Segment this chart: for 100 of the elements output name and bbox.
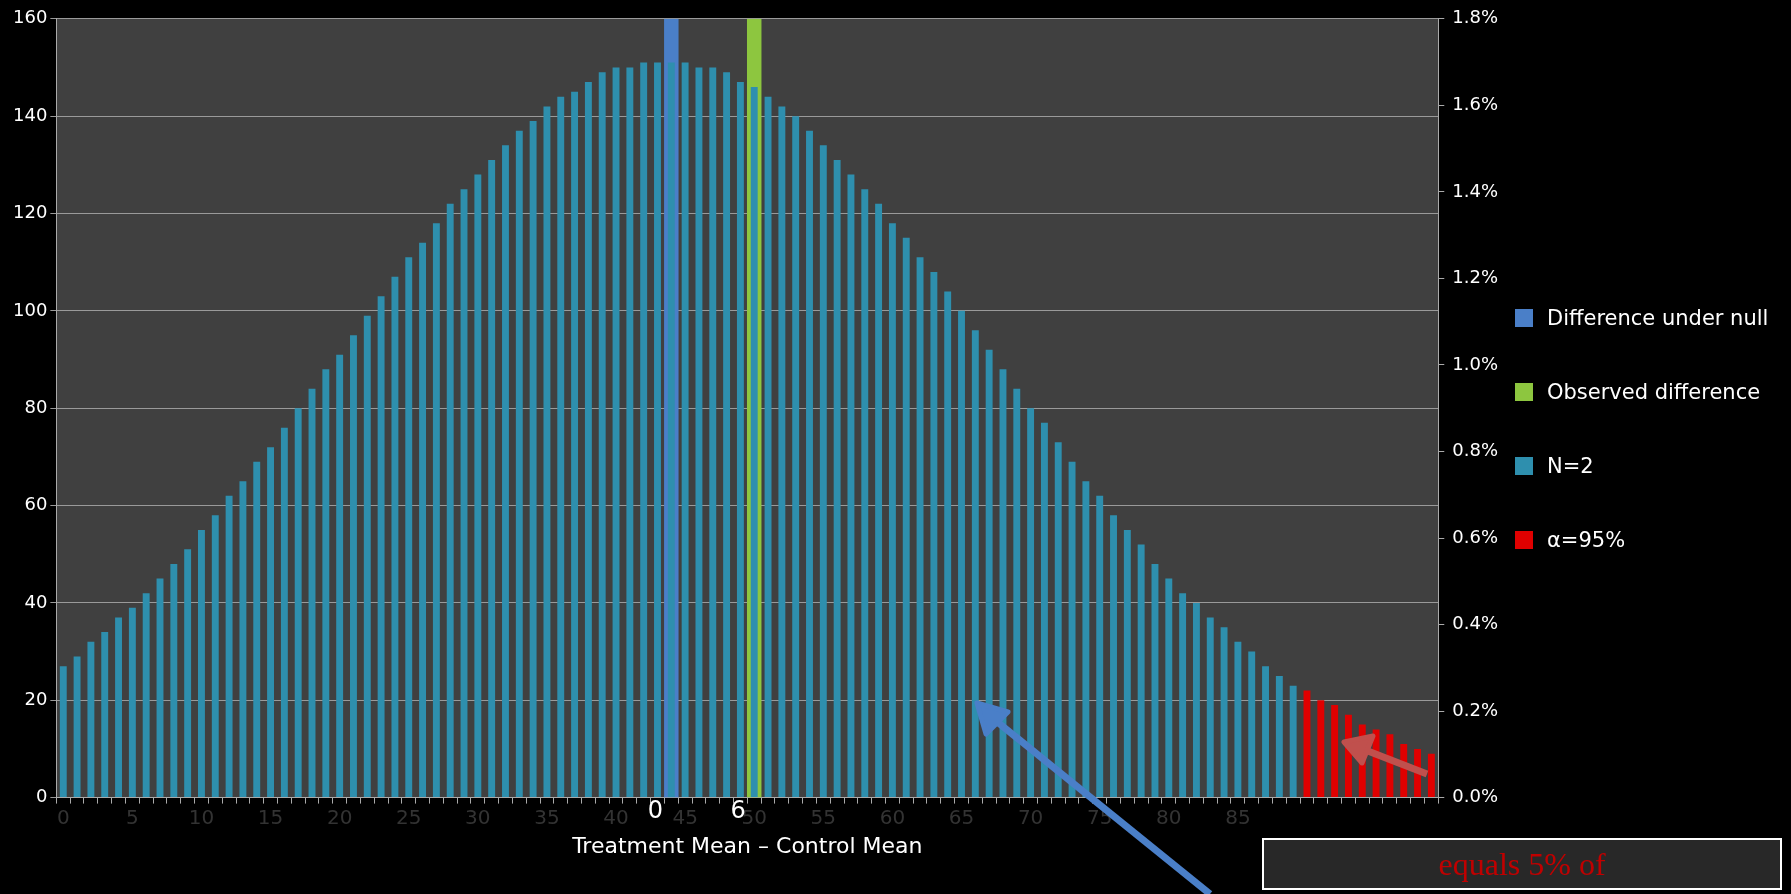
bar <box>502 145 509 798</box>
bar <box>709 67 717 798</box>
bar <box>1262 666 1269 798</box>
y-tick-label: 80 <box>24 395 48 417</box>
bar <box>1013 388 1021 798</box>
bar <box>446 203 454 798</box>
bar <box>280 427 288 798</box>
bar <box>198 529 205 798</box>
bar <box>1165 578 1173 798</box>
bar <box>888 223 896 798</box>
bar <box>529 121 537 798</box>
bar <box>225 495 233 798</box>
y2-tick-label: 1.4% <box>1452 179 1498 201</box>
bar <box>405 257 413 798</box>
bar <box>128 607 136 798</box>
y2-tick-label: 0.2% <box>1452 698 1498 720</box>
bar <box>322 369 330 798</box>
y-tick-label: 20 <box>24 687 48 709</box>
bar <box>971 330 979 798</box>
bar <box>73 656 81 798</box>
bar <box>1082 481 1090 798</box>
bar <box>571 91 579 798</box>
y2-tick-label: 1.6% <box>1452 93 1498 115</box>
y2-tick-label: 0.6% <box>1452 525 1498 547</box>
bar <box>488 159 496 798</box>
y2-tick-label: 1.0% <box>1452 352 1498 374</box>
y-tick-label: 40 <box>24 590 48 612</box>
bar <box>1220 627 1228 798</box>
y-tick-label: 140 <box>13 103 48 125</box>
bar <box>432 223 440 798</box>
bar <box>916 257 924 798</box>
bar <box>294 408 302 798</box>
bar <box>792 116 800 798</box>
bar <box>681 62 689 798</box>
bar <box>1123 529 1131 798</box>
legend-label: α=95% <box>1547 528 1626 552</box>
bar <box>958 310 965 798</box>
y2-tick-label: 1.8% <box>1452 6 1498 28</box>
bar <box>806 130 813 798</box>
bar <box>391 276 399 798</box>
bar <box>1179 593 1187 798</box>
bar <box>101 632 109 798</box>
bar <box>1137 544 1145 798</box>
y2-tick-label: 0.8% <box>1452 439 1498 461</box>
x-axis-title: Treatment Mean – Control Mean <box>571 832 923 858</box>
bar <box>1206 617 1214 798</box>
bar <box>253 461 261 798</box>
bar <box>930 271 938 798</box>
bar <box>1110 515 1117 798</box>
bar <box>184 549 192 798</box>
bar <box>1248 651 1256 798</box>
bar <box>59 666 67 798</box>
bar <box>902 237 910 798</box>
bar <box>115 617 122 798</box>
bar <box>654 62 661 798</box>
y-tick-label: 160 <box>13 6 48 28</box>
text: equals 5% of <box>1262 838 1782 890</box>
legend-label: Observed difference <box>1547 380 1761 404</box>
bar <box>1054 442 1062 798</box>
bar <box>1068 461 1076 798</box>
bar <box>1096 495 1104 798</box>
bar <box>267 447 275 798</box>
bar <box>833 159 841 798</box>
bar <box>1192 602 1200 798</box>
y-tick-label: 0 <box>35 785 48 807</box>
bar <box>736 82 744 798</box>
bar <box>695 67 703 798</box>
bar <box>515 130 523 798</box>
bar <box>1427 753 1435 798</box>
bar <box>875 203 883 798</box>
bar <box>142 593 150 798</box>
bar <box>626 67 634 798</box>
bar <box>750 86 758 798</box>
bar <box>1289 685 1297 798</box>
y-tick-label: 100 <box>13 298 48 320</box>
bar <box>170 563 178 798</box>
bar <box>336 354 344 798</box>
y-tick-label: 60 <box>24 493 48 515</box>
bar <box>1331 705 1339 798</box>
bar <box>211 515 219 798</box>
bar <box>861 189 869 798</box>
bar <box>1027 408 1035 798</box>
bar <box>474 174 482 798</box>
legend-label: N=2 <box>1547 454 1594 478</box>
bar <box>363 315 371 798</box>
bar <box>419 242 427 798</box>
y-tick-label: 120 <box>13 201 48 223</box>
bar <box>985 349 993 798</box>
bar <box>819 145 827 798</box>
bar <box>543 106 551 798</box>
bar <box>640 62 648 798</box>
bar <box>1275 675 1283 798</box>
bar <box>1040 422 1048 798</box>
bar <box>377 296 385 798</box>
bar <box>1234 641 1242 798</box>
y2-tick-label: 1.2% <box>1452 266 1498 288</box>
y2-tick-label: 0.4% <box>1452 612 1498 634</box>
bar <box>778 106 786 798</box>
bar <box>944 291 952 798</box>
bar <box>598 72 606 798</box>
